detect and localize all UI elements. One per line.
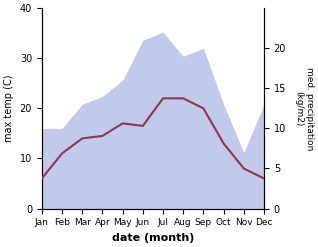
Y-axis label: med. precipitation
(kg/m2): med. precipitation (kg/m2)	[294, 67, 314, 150]
Y-axis label: max temp (C): max temp (C)	[4, 75, 14, 142]
X-axis label: date (month): date (month)	[112, 233, 194, 243]
